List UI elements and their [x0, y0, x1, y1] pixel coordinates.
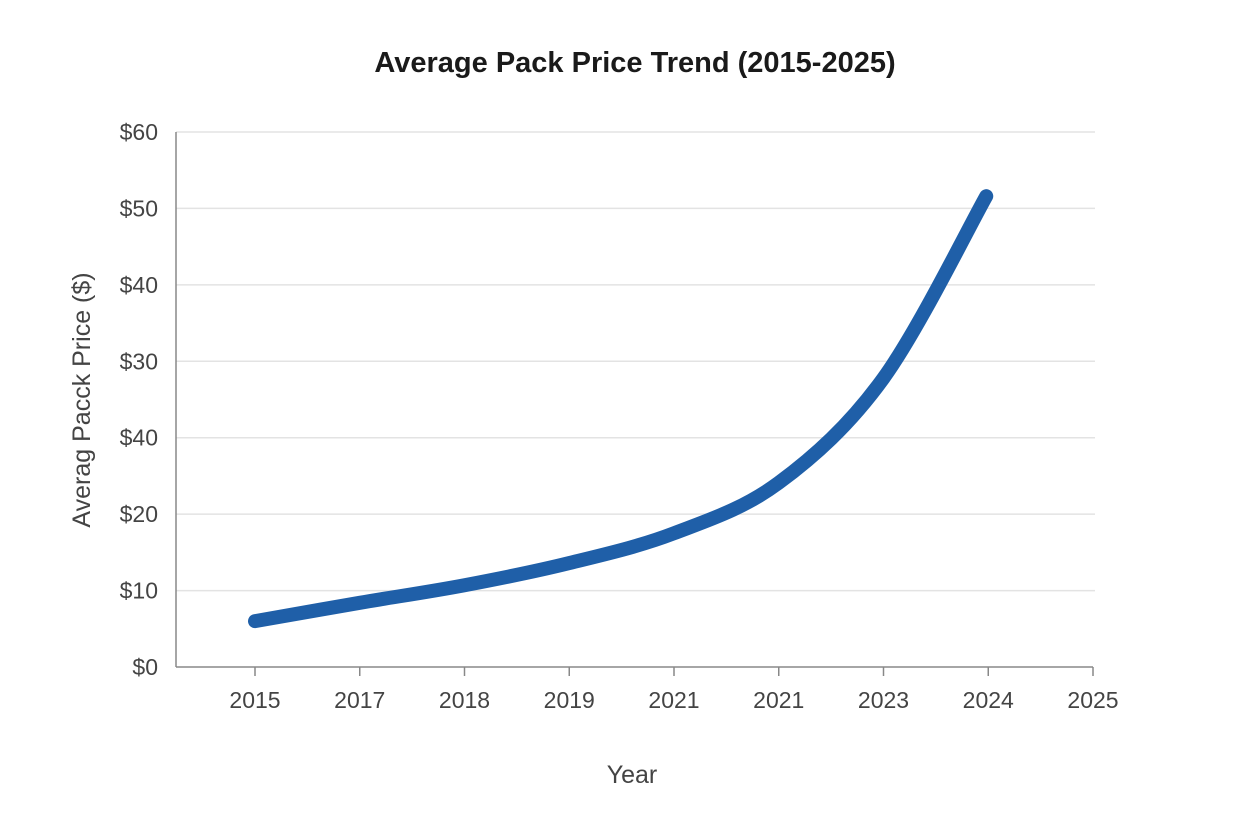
y-axis-label: Averag Pacck Price ($) — [68, 272, 96, 527]
y-tick-label: $60 — [120, 119, 158, 145]
x-tick-label: 2015 — [229, 687, 280, 713]
y-tick-label: $20 — [120, 501, 158, 527]
x-axis-ticks: 2015 2017 2018 2019 2021 2021 2023 2024 2025 — [229, 667, 1119, 713]
y-tick-label: $50 — [120, 195, 158, 221]
x-tick-label: 2017 — [334, 687, 385, 713]
y-tick-label: $0 — [132, 654, 158, 680]
chart-title: Average Pack Price Trend (2015-2025) — [374, 47, 895, 79]
y-tick-label: $30 — [120, 348, 158, 374]
y-tick-label: $40 — [120, 272, 158, 298]
series-group — [248, 189, 994, 629]
gridlines — [176, 131, 1095, 592]
x-tick-label: 2021 — [648, 687, 699, 713]
y-tick-label: $40 — [120, 425, 158, 451]
x-tick-label: 2021 — [753, 687, 804, 713]
y-axis-ticks: $0 $10 $20 $40 $30 $40 $50 $60 — [120, 119, 158, 680]
x-tick-label: 2019 — [544, 687, 595, 713]
x-tick-label: 2025 — [1067, 687, 1118, 713]
x-tick-label: 2023 — [858, 687, 909, 713]
x-axis-label: Year — [607, 761, 658, 789]
series-line — [248, 189, 994, 629]
x-tick-label: 2024 — [963, 687, 1014, 713]
x-tick-label: 2018 — [439, 687, 490, 713]
y-tick-label: $10 — [120, 578, 158, 604]
